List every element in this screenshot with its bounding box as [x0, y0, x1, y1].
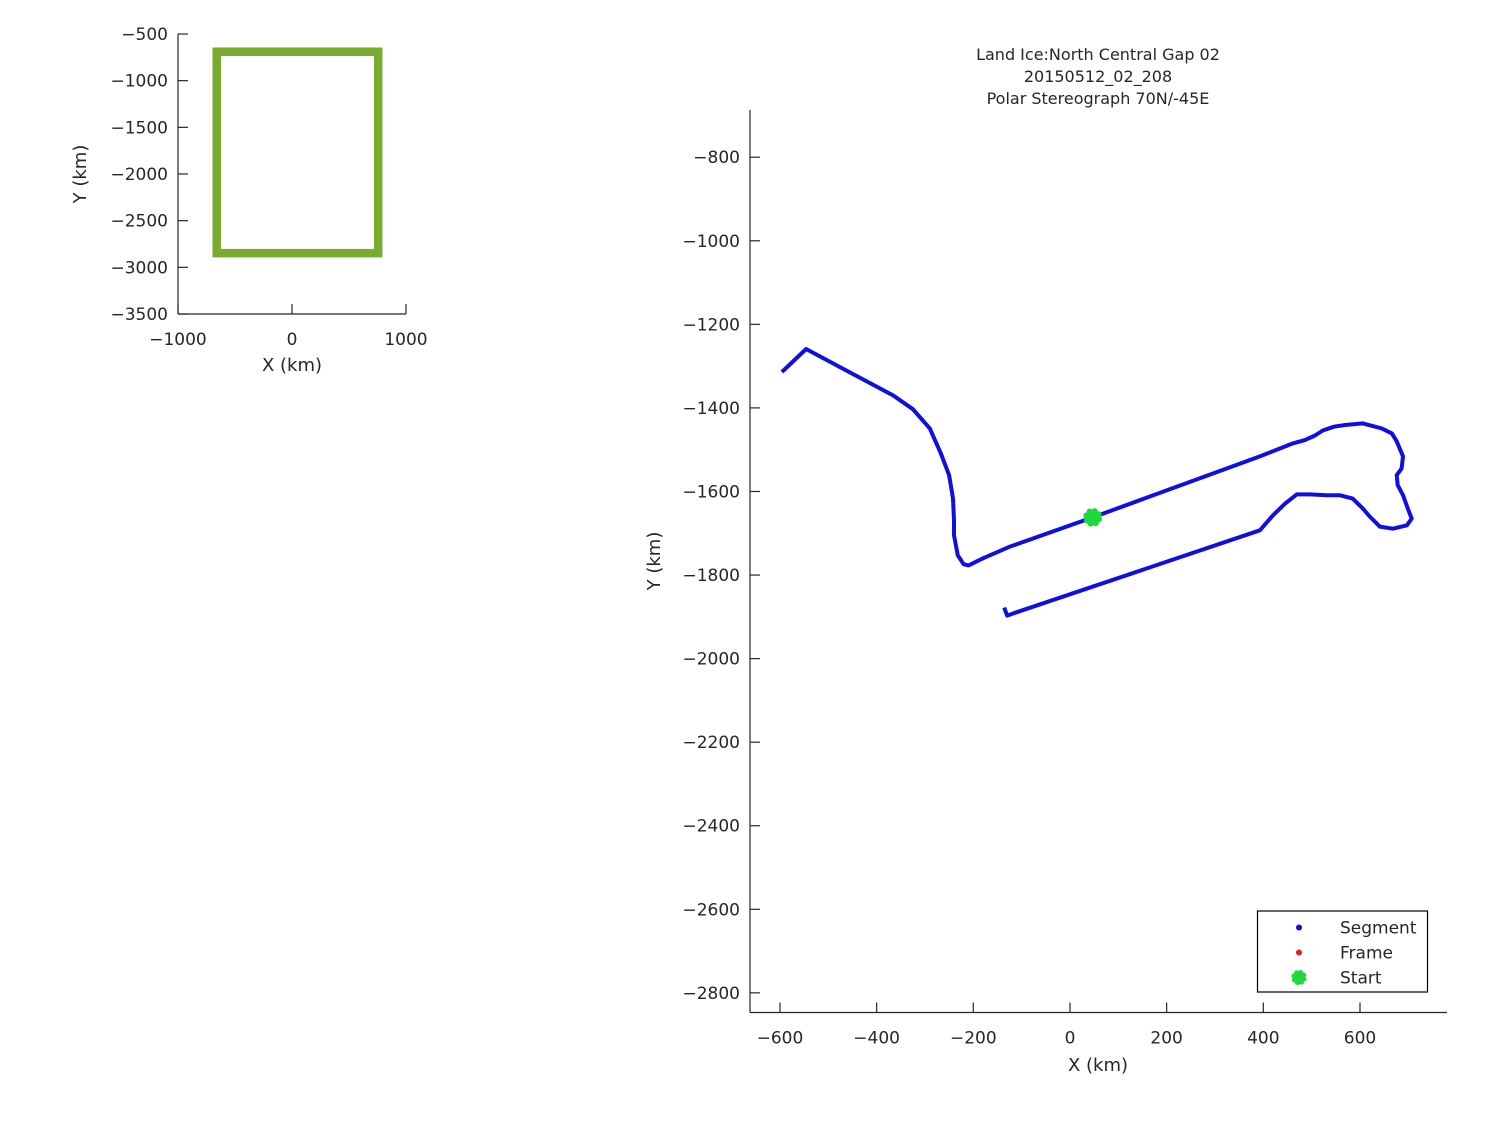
legend-item-label: Start	[1340, 969, 1382, 989]
x-tick-label: 0	[287, 330, 298, 350]
flight-path-group	[780, 347, 1414, 618]
y-tick-label: −2200	[682, 733, 740, 753]
y-tick-label: −1200	[682, 315, 740, 335]
y-tick-label: −500	[121, 25, 168, 45]
plot-title-line-3: Polar Stereograph 70N/-45E	[987, 89, 1210, 108]
y-tick-label: −1500	[110, 118, 168, 138]
y-tick-label: −2800	[682, 984, 740, 1004]
overview-x-axis-label: X (km)	[262, 355, 322, 376]
main-plot: Land Ice:North Central Gap 02 20150512_0…	[644, 45, 1447, 1076]
y-tick-label: −3500	[110, 305, 168, 325]
y-tick-label: −2000	[682, 650, 740, 670]
legend-marker-frame	[1296, 949, 1302, 956]
y-tick-label: −1000	[110, 72, 168, 92]
x-tick-label: 400	[1247, 1029, 1279, 1049]
blob-bump	[1095, 511, 1102, 518]
blob-bump	[1086, 508, 1093, 515]
blob-bump	[1083, 517, 1090, 524]
y-tick-label: −3000	[110, 258, 168, 278]
legend-item-label: Segment	[1340, 919, 1417, 939]
y-tick-label: −1400	[682, 399, 740, 419]
blob-bump	[1299, 979, 1304, 985]
start-marker	[1083, 508, 1103, 527]
legend-box: Segment Frame Start	[1256, 910, 1429, 993]
flight-path	[780, 347, 1414, 618]
blob-bump	[1092, 520, 1099, 527]
legend-marker-start	[1291, 969, 1307, 986]
main-x-axis-label: X (km)	[1068, 1055, 1128, 1076]
legend-frame	[1256, 910, 1429, 993]
x-tick-label: −400	[853, 1029, 900, 1049]
map-boundary-group	[212, 47, 383, 258]
x-tick-label: 0	[1065, 1029, 1076, 1049]
map-boundary-outline	[212, 47, 383, 258]
overview-plot: −1000 0 1000 −500 −1000 −1500 −2000 −2500 −3000 −…	[70, 25, 428, 376]
y-tick-label: −1800	[682, 566, 740, 586]
x-tick-label: −200	[950, 1029, 997, 1049]
y-tick-label: −2600	[682, 900, 740, 920]
y-tick-label: −2400	[682, 817, 740, 837]
x-tick-label: 200	[1150, 1029, 1182, 1049]
blob-bump	[1291, 977, 1297, 983]
blob-bump	[1301, 972, 1307, 978]
x-tick-label: 600	[1344, 1029, 1376, 1049]
overview-axes: −1000 0 1000 −500 −1000 −1500 −2000 −2500 −3000 −…	[110, 25, 427, 350]
y-tick-label: −2000	[110, 165, 168, 185]
y-tick-label: −1600	[682, 482, 740, 502]
y-tick-label: −2500	[110, 212, 168, 232]
overview-y-axis-label: Y (km)	[70, 145, 91, 205]
main-y-axis-label: Y (km)	[644, 532, 665, 592]
legend-marker-segment	[1296, 924, 1302, 931]
legend-item-label: Frame	[1340, 944, 1393, 964]
y-tick-label: −1000	[682, 232, 740, 252]
x-tick-label: −600	[757, 1029, 804, 1049]
plot-title-line-1: Land Ice:North Central Gap 02	[976, 45, 1220, 64]
main-axes: −600 −400 −200 0 200 400 600−800−1000−1200−140…	[682, 110, 1447, 1049]
x-tick-label: −1000	[149, 330, 207, 350]
blob-bump	[1294, 970, 1299, 976]
plot-title-line-2: 20150512_02_208	[1024, 67, 1172, 87]
x-tick-label: 1000	[384, 330, 427, 350]
y-tick-label: −800	[693, 148, 740, 168]
